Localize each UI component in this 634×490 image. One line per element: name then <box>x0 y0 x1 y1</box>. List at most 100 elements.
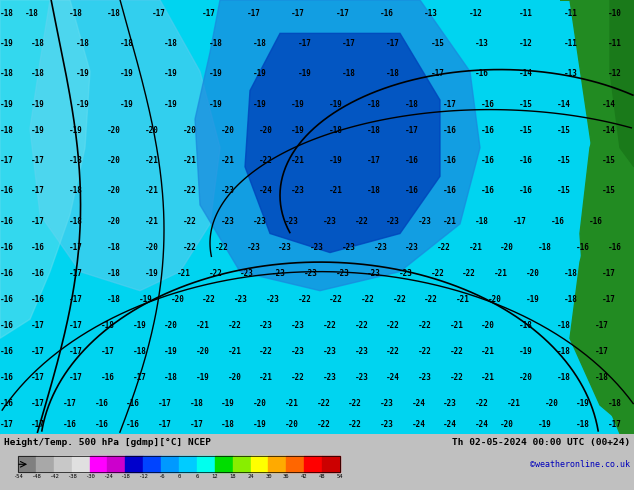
Text: -20: -20 <box>107 186 121 196</box>
Text: -19: -19 <box>253 99 267 109</box>
Text: -19: -19 <box>209 69 223 78</box>
Text: -20: -20 <box>285 420 299 429</box>
Text: -17: -17 <box>69 294 83 304</box>
Text: -20: -20 <box>107 156 121 165</box>
Text: -19: -19 <box>329 156 343 165</box>
Text: -22: -22 <box>316 420 330 429</box>
Text: -23: -23 <box>367 269 381 278</box>
Text: -19: -19 <box>164 69 178 78</box>
Text: -18: -18 <box>557 347 571 356</box>
Text: -22: -22 <box>361 294 375 304</box>
Text: -18: -18 <box>253 39 267 48</box>
Text: -17: -17 <box>342 39 356 48</box>
Text: -19: -19 <box>75 99 89 109</box>
Text: -17: -17 <box>405 125 419 135</box>
Text: -16: -16 <box>63 420 77 429</box>
Text: -22: -22 <box>437 243 451 252</box>
Bar <box>126 456 143 472</box>
Text: -21: -21 <box>145 156 159 165</box>
Bar <box>89 456 107 472</box>
Text: -24: -24 <box>443 420 457 429</box>
Text: -22: -22 <box>424 294 438 304</box>
Text: -20: -20 <box>221 125 235 135</box>
Text: -18: -18 <box>120 39 134 48</box>
Text: -19: -19 <box>31 99 45 109</box>
Text: -19: -19 <box>291 125 305 135</box>
Text: -18: -18 <box>75 39 89 48</box>
Text: -21: -21 <box>469 243 482 252</box>
Text: -12: -12 <box>469 8 482 18</box>
Text: -17: -17 <box>443 99 457 109</box>
Text: -16: -16 <box>443 156 457 165</box>
Text: -17: -17 <box>152 8 165 18</box>
Text: -17: -17 <box>31 186 45 196</box>
Text: -24: -24 <box>411 399 425 408</box>
Bar <box>107 456 126 472</box>
Text: -21: -21 <box>228 347 242 356</box>
Text: -18: -18 <box>107 269 121 278</box>
Text: -16: -16 <box>481 156 495 165</box>
Text: -23: -23 <box>291 321 305 330</box>
Text: -12: -12 <box>138 474 148 479</box>
Text: -22: -22 <box>297 294 311 304</box>
Text: -11: -11 <box>608 39 622 48</box>
Text: -17: -17 <box>602 269 616 278</box>
Text: -16: -16 <box>94 420 108 429</box>
Text: -17: -17 <box>31 420 45 429</box>
Text: -22: -22 <box>450 373 463 382</box>
Text: -19: -19 <box>0 99 13 109</box>
Text: -23: -23 <box>354 373 368 382</box>
Text: 24: 24 <box>247 474 254 479</box>
Text: -23: -23 <box>354 347 368 356</box>
Text: -17: -17 <box>158 399 172 408</box>
Text: -19: -19 <box>145 269 159 278</box>
Text: -17: -17 <box>69 243 83 252</box>
Text: -22: -22 <box>418 321 432 330</box>
Bar <box>161 456 179 472</box>
Text: -16: -16 <box>576 243 590 252</box>
Polygon shape <box>570 0 634 434</box>
Text: -16: -16 <box>31 243 45 252</box>
Text: -23: -23 <box>405 243 419 252</box>
Text: -19: -19 <box>329 99 343 109</box>
Text: 54: 54 <box>337 474 343 479</box>
Text: -18: -18 <box>519 321 533 330</box>
Text: -23: -23 <box>240 269 254 278</box>
Text: -22: -22 <box>386 321 400 330</box>
Text: -21: -21 <box>329 186 343 196</box>
Text: -23: -23 <box>310 243 324 252</box>
Text: -16: -16 <box>0 321 13 330</box>
Bar <box>268 456 287 472</box>
Text: -17: -17 <box>63 399 77 408</box>
Text: -23: -23 <box>380 399 394 408</box>
Text: -15: -15 <box>430 39 444 48</box>
Text: -18: -18 <box>595 373 609 382</box>
Text: -22: -22 <box>348 399 362 408</box>
Bar <box>304 456 322 472</box>
Text: -21: -21 <box>494 269 508 278</box>
Text: -19: -19 <box>209 99 223 109</box>
Text: -23: -23 <box>380 420 394 429</box>
Text: -16: -16 <box>481 99 495 109</box>
Text: -17: -17 <box>31 399 45 408</box>
Text: -17: -17 <box>202 8 216 18</box>
Text: -19: -19 <box>297 69 311 78</box>
Text: -23: -23 <box>253 217 267 226</box>
Text: -15: -15 <box>602 156 616 165</box>
Text: -18: -18 <box>367 186 381 196</box>
Text: -16: -16 <box>519 156 533 165</box>
Text: -22: -22 <box>323 321 337 330</box>
Text: -19: -19 <box>139 294 153 304</box>
Text: -16: -16 <box>0 186 13 196</box>
Text: -23: -23 <box>291 347 305 356</box>
Text: -14: -14 <box>519 69 533 78</box>
Text: -19: -19 <box>120 99 134 109</box>
Text: -17: -17 <box>291 8 305 18</box>
Text: -19: -19 <box>164 99 178 109</box>
Text: -17: -17 <box>69 269 83 278</box>
Polygon shape <box>0 0 90 338</box>
Text: 36: 36 <box>283 474 290 479</box>
Text: -21: -21 <box>481 347 495 356</box>
Text: -16: -16 <box>443 186 457 196</box>
Text: -19: -19 <box>526 294 540 304</box>
